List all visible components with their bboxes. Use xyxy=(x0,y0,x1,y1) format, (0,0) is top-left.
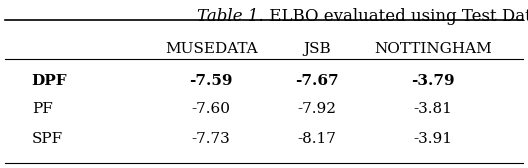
Text: ELBO evaluated using Test Data: ELBO evaluated using Test Data xyxy=(264,8,528,25)
Text: -8.17: -8.17 xyxy=(297,132,336,146)
Text: Table 1.: Table 1. xyxy=(197,8,264,25)
Text: -7.67: -7.67 xyxy=(295,74,338,88)
Text: -7.92: -7.92 xyxy=(297,102,336,116)
Text: -3.81: -3.81 xyxy=(413,102,452,116)
Text: PF: PF xyxy=(32,102,52,116)
Text: -3.91: -3.91 xyxy=(413,132,452,146)
Text: DPF: DPF xyxy=(32,74,67,88)
Text: SPF: SPF xyxy=(32,132,63,146)
Text: JSB: JSB xyxy=(303,42,331,56)
Text: -7.59: -7.59 xyxy=(190,74,233,88)
Text: -7.60: -7.60 xyxy=(192,102,231,116)
Text: NOTTINGHAM: NOTTINGHAM xyxy=(374,42,492,56)
Text: -7.73: -7.73 xyxy=(192,132,231,146)
Text: MUSEDATA: MUSEDATA xyxy=(165,42,258,56)
Text: -3.79: -3.79 xyxy=(411,74,455,88)
